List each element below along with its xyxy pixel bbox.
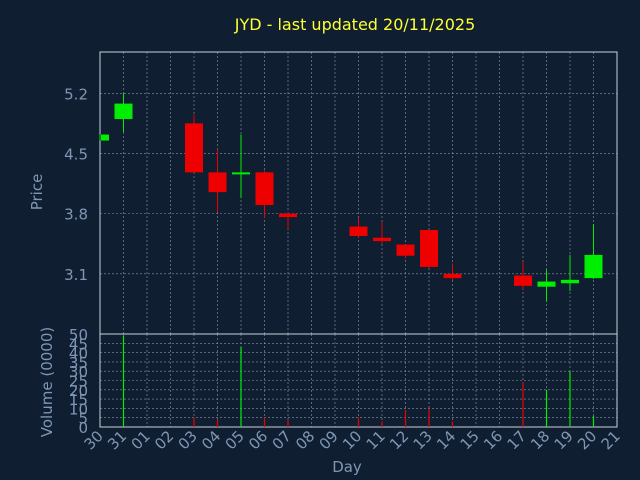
volume-tick-label: 30 (69, 363, 88, 381)
x-tick-label: 02 (151, 427, 177, 453)
x-tick-label: 10 (339, 427, 365, 453)
x-tick-label: 14 (433, 427, 459, 453)
x-tick-label: 09 (316, 427, 342, 453)
x-tick-label: 08 (292, 427, 318, 453)
candle-body (255, 172, 274, 206)
volume-tick-label: 15 (69, 391, 88, 409)
candle-body (443, 273, 462, 279)
x-tick-label: 20 (574, 427, 600, 453)
volume-tick-label: 25 (69, 373, 88, 391)
x-tick-label: 31 (104, 427, 130, 453)
candle-body (537, 281, 556, 287)
x-tick-label: 06 (245, 427, 271, 453)
volume-tick-label: 5 (78, 410, 88, 428)
x-axis-ticks: 3031010203040506070809101112131415161718… (81, 427, 624, 453)
price-tick-label: 5.2 (64, 85, 88, 103)
volume-tick-label: 20 (69, 382, 88, 400)
volume-tick-label: 0 (78, 419, 88, 437)
candle-body (514, 275, 532, 286)
candle-body (232, 172, 250, 175)
x-tick-label: 07 (269, 427, 295, 453)
y-axis-label: Price (28, 174, 46, 211)
x-tick-label: 11 (363, 427, 389, 453)
volume-tick-label: 35 (69, 354, 88, 372)
candle-body (279, 213, 297, 218)
candle-body (396, 244, 415, 256)
volume-axis-label: Volume (0000) (38, 327, 56, 437)
candle-body (114, 103, 133, 120)
x-axis-label: Day (332, 458, 362, 476)
x-tick-label: 01 (128, 427, 154, 453)
chart-title: JYD - last updated 20/11/2025 (234, 15, 476, 34)
volume-tick-label: 40 (69, 345, 88, 363)
price-tick-label: 3.8 (64, 206, 88, 224)
candle-body (349, 226, 368, 236)
price-tick-label: 3.1 (64, 266, 88, 284)
x-tick-label: 15 (457, 427, 483, 453)
volume-tick-label: 10 (69, 400, 88, 418)
price-tick-label: 4.5 (64, 145, 88, 163)
volume-tick-label: 45 (69, 335, 88, 353)
x-tick-label: 18 (527, 427, 553, 453)
x-tick-label: 16 (480, 427, 506, 453)
candle-body (561, 279, 579, 284)
price-panel: 5.2 4.5 3.8 3.1 (64, 51, 618, 335)
candle-body (584, 254, 603, 279)
x-tick-label: 19 (551, 427, 577, 453)
candle-body (420, 229, 438, 267)
candle-body (101, 134, 109, 141)
x-tick-label: 03 (175, 427, 201, 453)
x-tick-label: 17 (504, 427, 530, 453)
x-tick-label: 04 (198, 427, 224, 453)
x-tick-label: 13 (410, 427, 436, 453)
candle-body (185, 123, 203, 173)
x-tick-label: 12 (386, 427, 412, 453)
candle-body (373, 237, 391, 242)
volume-tick-label: 50 (69, 326, 88, 344)
x-tick-label: 21 (598, 427, 624, 453)
candle-body (208, 172, 227, 193)
x-tick-label: 05 (222, 427, 248, 453)
